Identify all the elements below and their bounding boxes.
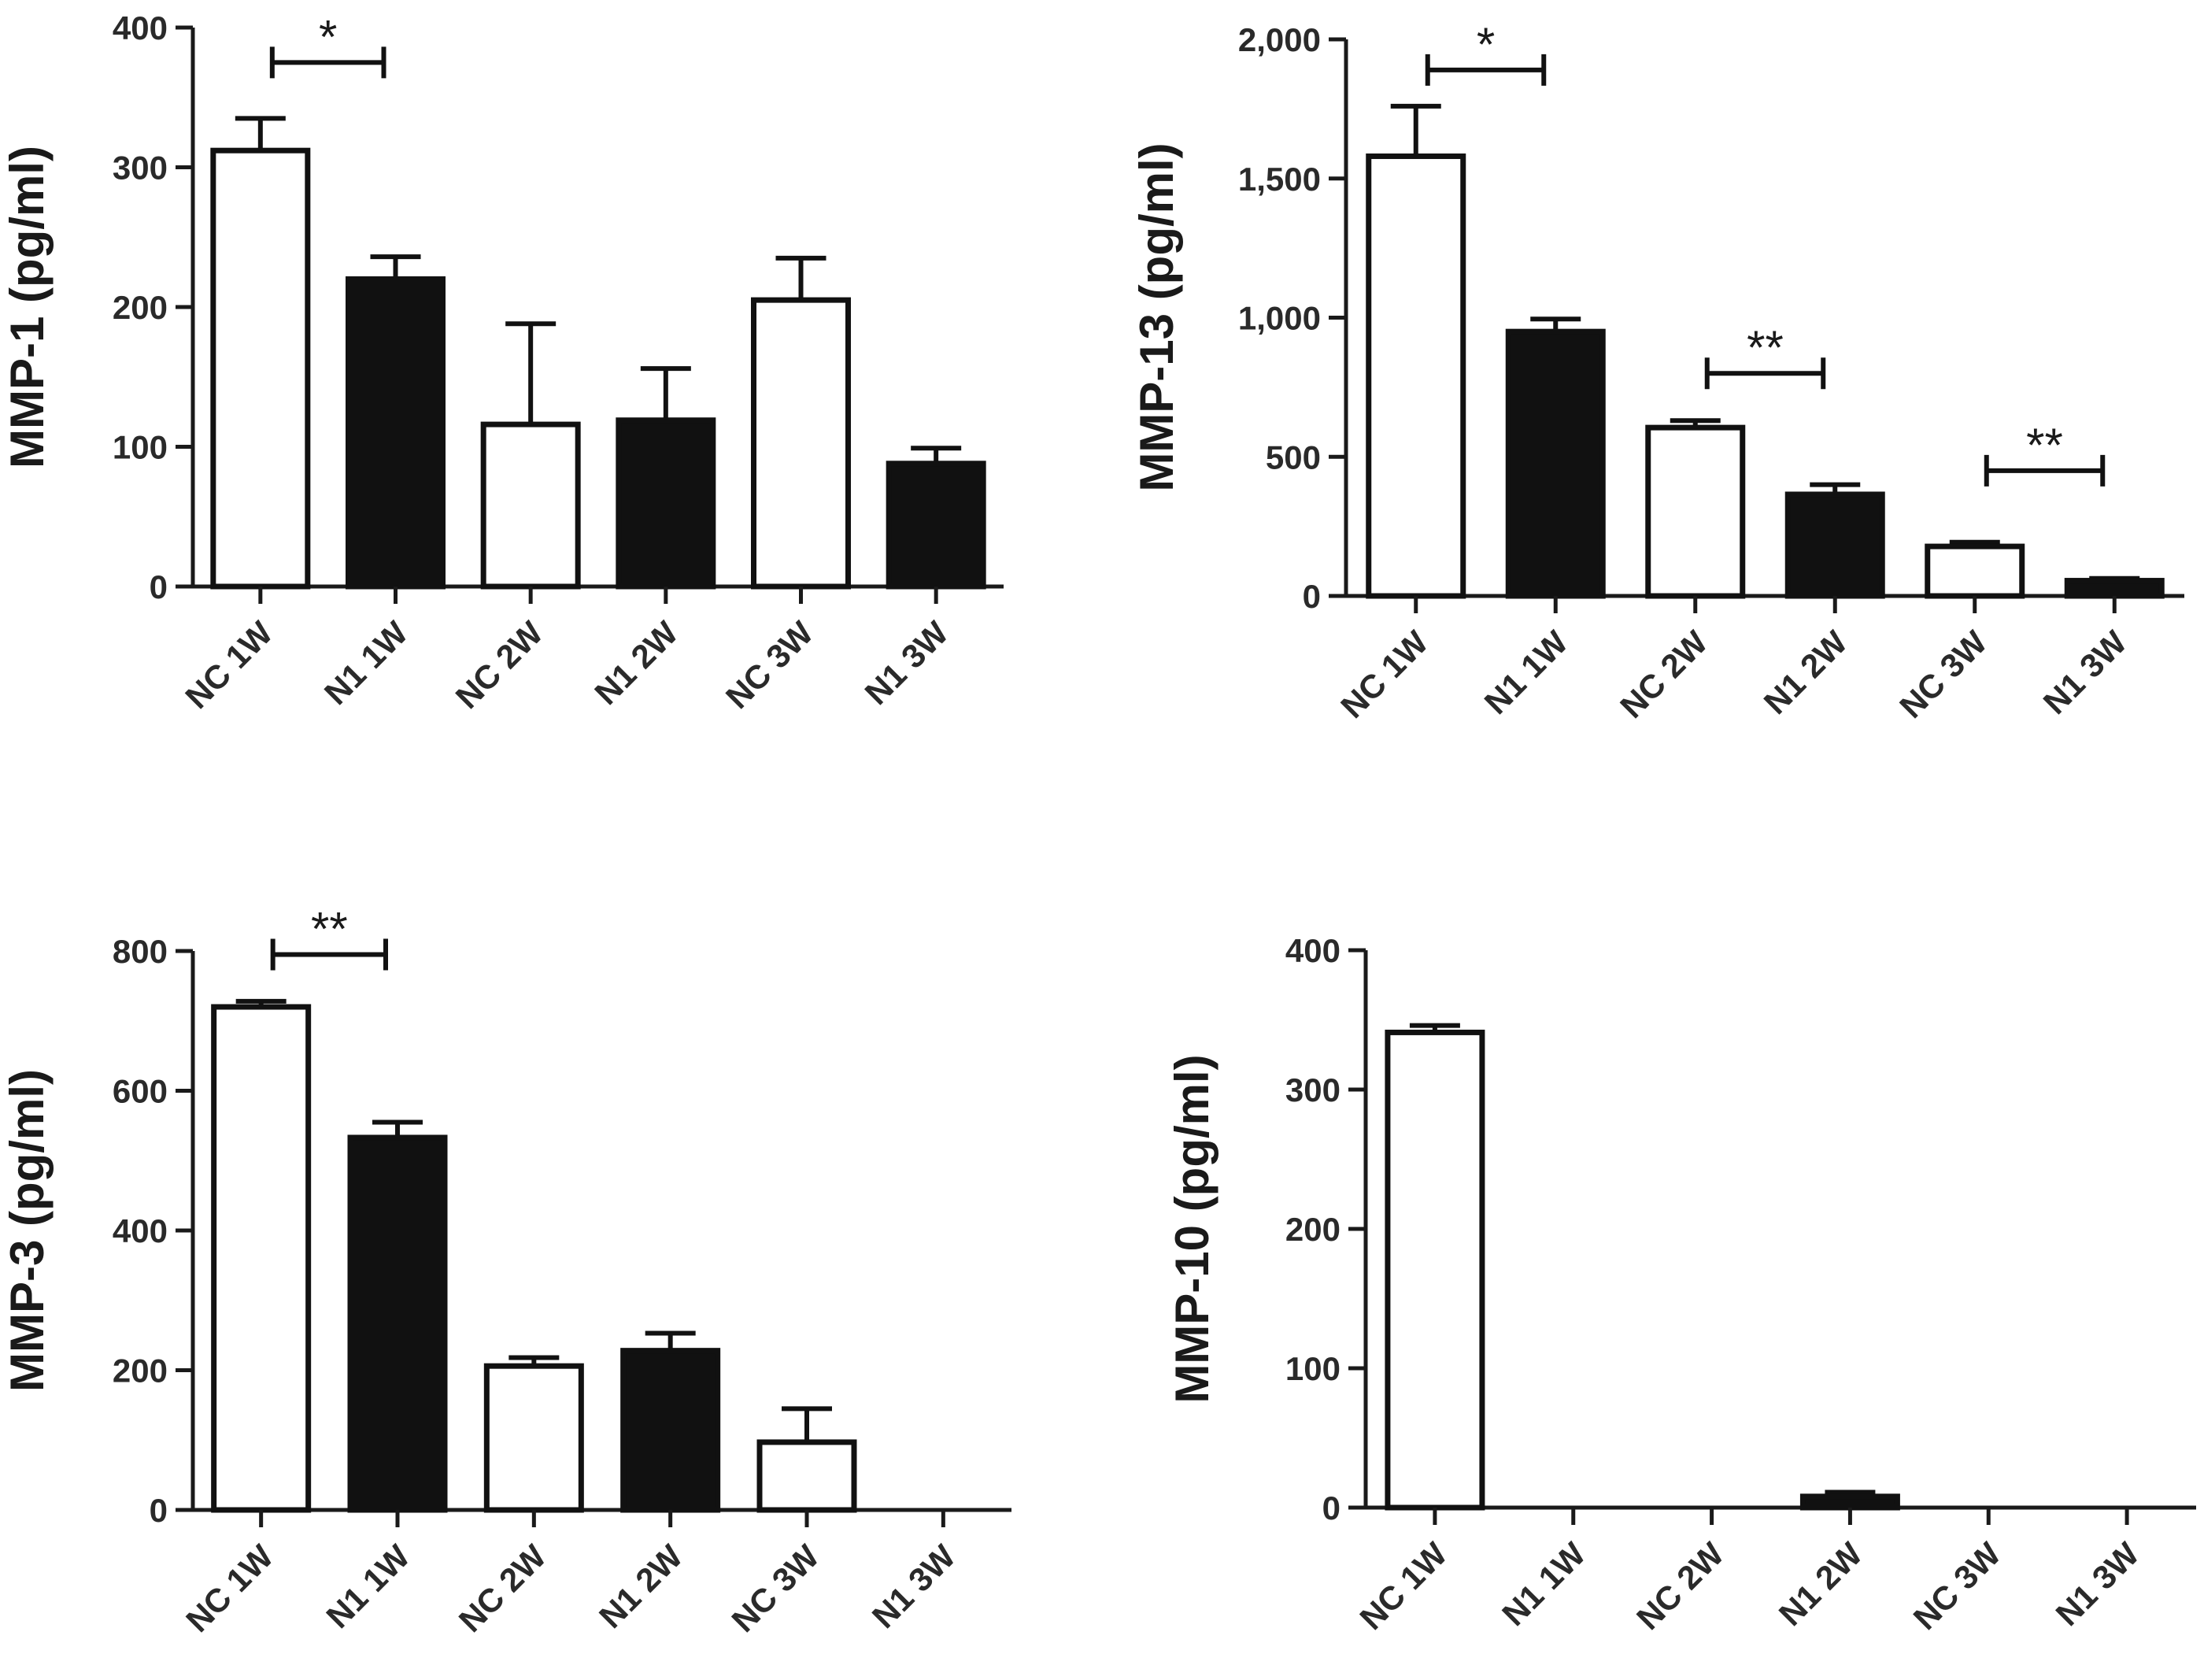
mmp3-bar-2	[483, 1363, 584, 1513]
mmp3-bar-4	[756, 1439, 857, 1513]
mmp1-bar-5	[886, 461, 986, 590]
mmp1-bar-2	[480, 421, 581, 590]
mmp13-bar-4	[1925, 543, 2025, 599]
mmp1-category-label-3: N1 2W	[587, 614, 685, 712]
mmp10-y-tick-label: 400	[1285, 932, 1341, 969]
mmp10-bar-3	[1799, 1493, 1900, 1511]
mmp10-panel: 0 100 200 300 400 MMP-10 (pg/ml) NC 1W N1 1W NC …	[1166, 932, 2196, 1637]
mmp1-category-label-1: N1 1W	[317, 614, 415, 712]
mmp1-y-tick-label: 200	[113, 289, 168, 326]
mmp1-panel: 0 100 200 300 400 MMP-1 (pg/ml) NC 1W N1 1W NC 2…	[1, 9, 1004, 716]
mmp13-bar-3	[1784, 491, 1885, 599]
mmp13-sig-label-0: *	[1477, 18, 1495, 71]
mmp13-y-tick-label: 1,000	[1238, 300, 1321, 337]
mmp13-panel: 0 500 1,000 1,500 2,000 MMP-13 (pg/ml) NC 1W N1…	[1130, 18, 2184, 725]
mmp13-bar-0	[1366, 153, 1466, 599]
mmp3-y-tick-label: 600	[113, 1073, 168, 1110]
mmp1-bar-3	[616, 417, 716, 590]
mmp13-bar-5	[2064, 578, 2165, 599]
mmp1-y-title: MMP-1 (pg/ml)	[1, 146, 54, 468]
mmp13-category-label-3: N1 2W	[1757, 624, 1855, 721]
mmp1-bar-1	[346, 276, 446, 590]
mmp10-category-label-3: N1 2W	[1772, 1535, 1869, 1633]
mmp13-bar-1	[1505, 328, 1606, 599]
mmp1-y-tick-label: 100	[113, 429, 168, 466]
mmp3-panel: 0 200 400 600 800 MMP-3 (pg/ml) NC 1W N1 1W NC 2…	[1, 902, 1011, 1639]
mmp13-y-tick-label: 1,500	[1238, 161, 1321, 198]
mmp3-sig-label-0: **	[311, 902, 348, 955]
mmp3-y-title: MMP-3 (pg/ml)	[1, 1069, 54, 1392]
mmp3-category-label-0: NC 1W	[179, 1538, 280, 1639]
mmp1-y-tick-label: 400	[113, 9, 168, 46]
mmp10-category-label-4: NC 3W	[1906, 1535, 2008, 1637]
mmp13-category-label-5: N1 3W	[2036, 624, 2134, 721]
mmp3-bar-0	[211, 1004, 312, 1513]
mmp10-y-tick-label: 100	[1285, 1350, 1341, 1387]
mmp1-bar-0	[210, 147, 311, 590]
mmp13-category-label-1: N1 1W	[1477, 624, 1575, 721]
mmp1-category-label-2: NC 2W	[449, 614, 550, 716]
mmp13-category-label-4: NC 3W	[1892, 624, 1994, 725]
mmp13-sig-label-2: **	[2026, 419, 2063, 472]
mmp13-y-tick-label: 500	[1266, 439, 1321, 476]
mmp13-category-label-0: NC 1W	[1333, 624, 1435, 725]
mmp3-y-tick-label: 400	[113, 1212, 168, 1249]
mmp3-category-label-2: NC 2W	[452, 1538, 553, 1639]
mmp1-y-tick-label: 300	[113, 150, 168, 187]
mmp1-bar-4	[751, 297, 851, 590]
mmp10-category-label-2: NC 2W	[1629, 1535, 1731, 1637]
mmp10-category-label-5: N1 3W	[2048, 1535, 2146, 1633]
mmp1-sig-label-0: *	[319, 10, 337, 63]
mmp3-category-label-3: N1 2W	[592, 1538, 690, 1635]
mmp1-category-label-5: N1 3W	[858, 614, 956, 712]
mmp3-y-tick-label: 0	[150, 1492, 168, 1529]
mmp1-category-label-0: NC 1W	[178, 614, 279, 716]
mmp1-category-label-4: NC 3W	[719, 614, 820, 716]
mmp10-y-title: MMP-10 (pg/ml)	[1166, 1054, 1218, 1403]
mmp1-y-tick-label: 0	[150, 568, 168, 605]
mmp10-bar-0	[1385, 1029, 1485, 1511]
mmp3-category-label-5: N1 3W	[865, 1538, 963, 1635]
mmp13-y-tick-label: 0	[1303, 578, 1321, 615]
mmp13-bar-2	[1645, 424, 1746, 599]
mmp10-y-tick-label: 200	[1285, 1211, 1341, 1248]
mmp10-category-label-1: N1 1W	[1495, 1535, 1592, 1633]
mmp10-y-tick-label: 300	[1285, 1071, 1341, 1108]
mmp3-bar-3	[620, 1348, 721, 1513]
mmp13-category-label-2: NC 2W	[1613, 624, 1714, 725]
mmp3-y-tick-label: 800	[113, 933, 168, 970]
mmp13-y-title: MMP-13 (pg/ml)	[1130, 142, 1183, 491]
mmp3-y-tick-label: 200	[113, 1353, 168, 1390]
mmp3-category-label-4: NC 3W	[724, 1538, 826, 1639]
mmp10-y-tick-label: 0	[1322, 1489, 1341, 1526]
mmp10-category-label-0: NC 1W	[1352, 1535, 1454, 1637]
mmp3-bar-1	[347, 1134, 448, 1513]
mmp13-y-tick-label: 2,000	[1238, 21, 1321, 58]
mmp13-sig-label-1: **	[1747, 321, 1784, 374]
mmp3-category-label-1: N1 1W	[319, 1538, 416, 1635]
